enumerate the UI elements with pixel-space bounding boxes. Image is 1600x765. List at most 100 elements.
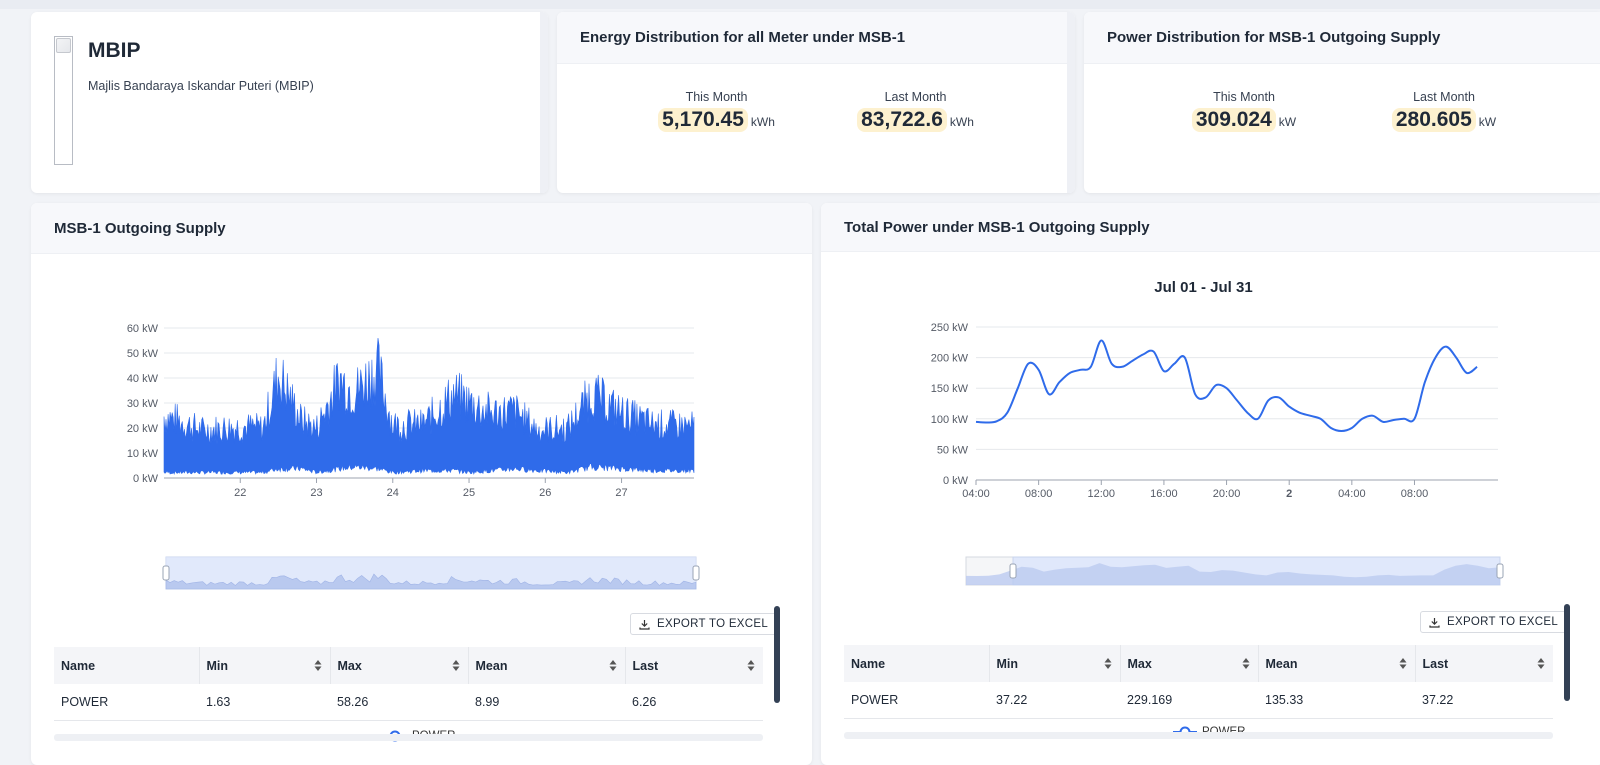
total-power-panel: Total Power under MSB-1 Outgoing Supply … bbox=[821, 203, 1600, 765]
download-icon bbox=[1429, 617, 1440, 628]
sort-icon[interactable] bbox=[1537, 657, 1545, 670]
total-power-export-button[interactable]: EXPORT TO EXCEL bbox=[1420, 611, 1568, 633]
power-card: Power Distribution for MSB-1 Outgoing Su… bbox=[1084, 12, 1600, 193]
left_panel-col-mean[interactable]: Mean bbox=[468, 647, 626, 684]
power-last-month: Last Month 280.605 kW bbox=[1364, 90, 1524, 132]
zoom-handle-left[interactable] bbox=[1009, 563, 1017, 579]
sort-icon[interactable] bbox=[747, 659, 755, 672]
y-tick-label: 40 kW bbox=[127, 373, 159, 385]
power-last-month-value: 280.605 bbox=[1391, 108, 1476, 132]
right_panel-col-max[interactable]: Max bbox=[1120, 645, 1259, 682]
table-header-row: Name Min Max Mean Last bbox=[54, 647, 763, 684]
left_panel-col-last[interactable]: Last bbox=[625, 647, 763, 684]
sort-icon[interactable] bbox=[609, 659, 617, 672]
energy-this-month-label: This Month bbox=[685, 90, 748, 104]
zoom-slider-preview bbox=[165, 573, 697, 590]
total-power-chart-title: Jul 01 - Jul 31 bbox=[1154, 279, 1253, 296]
x-tick-label: 04:00 bbox=[962, 488, 990, 500]
table-cell-mean: 8.99 bbox=[468, 684, 625, 721]
x-tick-label: 16:00 bbox=[1150, 488, 1178, 500]
y-tick-label: 150 kW bbox=[931, 383, 969, 395]
right_panel-col-mean[interactable]: Mean bbox=[1258, 645, 1416, 682]
sort-icon[interactable] bbox=[314, 659, 322, 672]
y-tick-label: 200 kW bbox=[931, 353, 969, 365]
table-cell-last: 37.22 bbox=[1415, 682, 1553, 719]
sort-icon[interactable] bbox=[1242, 657, 1250, 670]
power-this-month-unit: kW bbox=[1278, 115, 1297, 129]
table-cell-min: 37.22 bbox=[989, 682, 1120, 719]
table-header-row: Name Min Max Mean Last bbox=[844, 645, 1553, 682]
power-series-area bbox=[163, 337, 695, 475]
x-tick-label: 25 bbox=[463, 487, 475, 499]
org-logo-image bbox=[54, 36, 73, 165]
y-tick-label: 250 kW bbox=[931, 322, 969, 334]
left_panel-col-max[interactable]: Max bbox=[330, 647, 469, 684]
sort-icon[interactable] bbox=[452, 659, 460, 672]
table-cell-max: 58.26 bbox=[330, 684, 468, 721]
y-tick-label: 20 kW bbox=[127, 423, 159, 435]
table-row: POWER 37.22 229.169 135.33 37.22 bbox=[844, 682, 1553, 719]
x-tick-label: 08:00 bbox=[1401, 488, 1429, 500]
total-power-table-vscroll[interactable] bbox=[1564, 604, 1570, 701]
zoom-handle-right[interactable] bbox=[1496, 563, 1504, 579]
total-power-title: Total Power under MSB-1 Outgoing Supply bbox=[821, 203, 1600, 252]
zoom-handle-left[interactable] bbox=[162, 565, 170, 581]
table-cell-min: 1.63 bbox=[199, 684, 330, 721]
download-icon bbox=[639, 619, 650, 630]
sort-icon[interactable] bbox=[1399, 657, 1407, 670]
x-tick-label: 22 bbox=[234, 487, 246, 499]
left_panel-col-name: Name bbox=[54, 647, 200, 684]
table-cell-max: 229.169 bbox=[1120, 682, 1258, 719]
power-card-title: Power Distribution for MSB-1 Outgoing Su… bbox=[1084, 12, 1600, 64]
energy-this-month-value: 5,170.45 bbox=[658, 108, 748, 132]
right_panel-col-name: Name bbox=[844, 645, 990, 682]
msb1-table-hscroll[interactable] bbox=[54, 734, 763, 741]
zoom-handle-right[interactable] bbox=[692, 565, 700, 581]
left_panel-col-min[interactable]: Min bbox=[199, 647, 331, 684]
total-power-chart: 0 kW 50 kW 100 kW 150 kW 200 kW 250 kW 04:00 08… bbox=[931, 322, 1504, 586]
energy-this-month-unit: kWh bbox=[750, 115, 775, 129]
total-power-stats-table: Name Min Max Mean Last POWER 37.22 229.169 135.… bbox=[844, 645, 1553, 719]
y-tick-label: 0 kW bbox=[133, 473, 159, 485]
energy-card: Energy Distribution for all Meter under … bbox=[557, 12, 1075, 193]
energy-this-month: This Month 5,170.45 kWh bbox=[637, 90, 797, 132]
y-tick-label: 0 kW bbox=[943, 475, 969, 487]
energy-card-title: Energy Distribution for all Meter under … bbox=[557, 12, 1075, 64]
msb1-table-vscroll[interactable] bbox=[774, 606, 780, 703]
card-edge bbox=[540, 12, 548, 193]
x-tick-label: 2 bbox=[1286, 488, 1292, 500]
y-tick-label: 50 kW bbox=[127, 348, 159, 360]
x-tick-label: 08:00 bbox=[1025, 488, 1053, 500]
y-tick-label: 30 kW bbox=[127, 398, 159, 410]
y-tick-label: 50 kW bbox=[937, 444, 969, 456]
power-this-month: This Month 309.024 kW bbox=[1164, 90, 1324, 132]
msb1-power-chart: 0 kW 10 kW 20 kW 30 kW 40 kW 50 kW 60 kW 22 23 24… bbox=[127, 323, 700, 590]
y-tick-label: 100 kW bbox=[931, 414, 969, 426]
power-last-month-unit: kW bbox=[1478, 115, 1497, 129]
total-power-table-hscroll[interactable] bbox=[844, 732, 1553, 739]
energy-last-month-unit: kWh bbox=[949, 115, 974, 129]
table-cell-mean: 135.33 bbox=[1258, 682, 1415, 719]
table-cell-name: POWER bbox=[54, 684, 199, 721]
right_panel-col-min[interactable]: Min bbox=[989, 645, 1121, 682]
msb1-export-button[interactable]: EXPORT TO EXCEL bbox=[630, 613, 778, 635]
x-tick-label: 24 bbox=[387, 487, 399, 499]
power-series-line bbox=[975, 339, 1478, 433]
x-tick-label: 26 bbox=[539, 487, 551, 499]
msb1-stats-table: Name Min Max Mean Last POWER 1.63 58.26 8.99 6.2… bbox=[54, 647, 763, 721]
energy-last-month: Last Month 83,722.6 kWh bbox=[836, 90, 996, 132]
right_panel-col-last[interactable]: Last bbox=[1415, 645, 1553, 682]
top-strip bbox=[0, 0, 1600, 9]
y-tick-label: 60 kW bbox=[127, 323, 159, 335]
x-tick-label: 23 bbox=[310, 487, 322, 499]
x-tick-label: 12:00 bbox=[1088, 488, 1116, 500]
energy-last-month-value: 83,722.6 bbox=[857, 108, 947, 132]
org-card: MBIP Majlis Bandaraya Iskandar Puteri (M… bbox=[31, 12, 548, 193]
energy-last-month-label: Last Month bbox=[884, 90, 947, 104]
x-tick-label: 04:00 bbox=[1338, 488, 1366, 500]
y-tick-label: 10 kW bbox=[127, 448, 159, 460]
sort-icon[interactable] bbox=[1104, 657, 1112, 670]
msb1-export-label: EXPORT TO EXCEL bbox=[657, 618, 769, 630]
x-tick-label: 27 bbox=[615, 487, 627, 499]
total-power-export-label: EXPORT TO EXCEL bbox=[1447, 616, 1559, 628]
